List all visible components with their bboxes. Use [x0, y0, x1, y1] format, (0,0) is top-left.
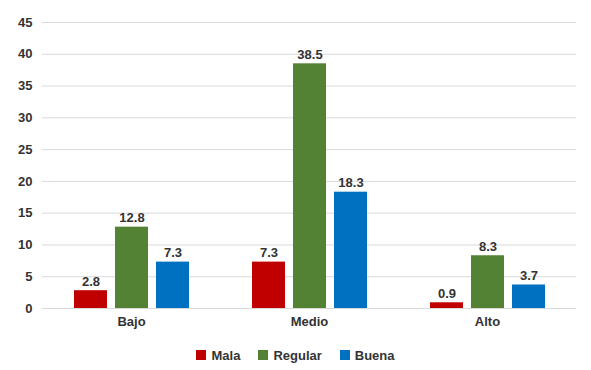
svg-text:0: 0 [25, 301, 32, 316]
svg-text:10: 10 [18, 237, 32, 252]
svg-text:15: 15 [18, 205, 32, 220]
svg-text:7.3: 7.3 [260, 245, 278, 260]
svg-text:20: 20 [18, 174, 32, 189]
svg-text:3.7: 3.7 [520, 268, 538, 283]
svg-text:18.3: 18.3 [338, 175, 363, 190]
svg-text:Medio: Medio [291, 314, 329, 329]
svg-text:Bajo: Bajo [117, 314, 145, 329]
svg-text:2.8: 2.8 [82, 274, 100, 289]
html-text:Regular: Regular [273, 347, 322, 363]
svg-text:0.9: 0.9 [438, 286, 456, 301]
svg-text:7.3: 7.3 [164, 245, 182, 260]
svg-text:38.5: 38.5 [297, 47, 322, 62]
svg-text:35: 35 [18, 78, 32, 93]
svg-text:40: 40 [18, 46, 32, 61]
svg-text:Alto: Alto [475, 314, 500, 329]
svg-text:12.8: 12.8 [119, 210, 144, 225]
svg-text:5: 5 [25, 269, 32, 284]
html-text:Mala: Mala [211, 347, 241, 363]
svg-text:30: 30 [18, 110, 32, 125]
svg-text:45: 45 [18, 15, 32, 30]
svg-text:8.3: 8.3 [479, 239, 497, 254]
html-text:Buena: Buena [354, 347, 395, 363]
svg-text:25: 25 [18, 142, 32, 157]
